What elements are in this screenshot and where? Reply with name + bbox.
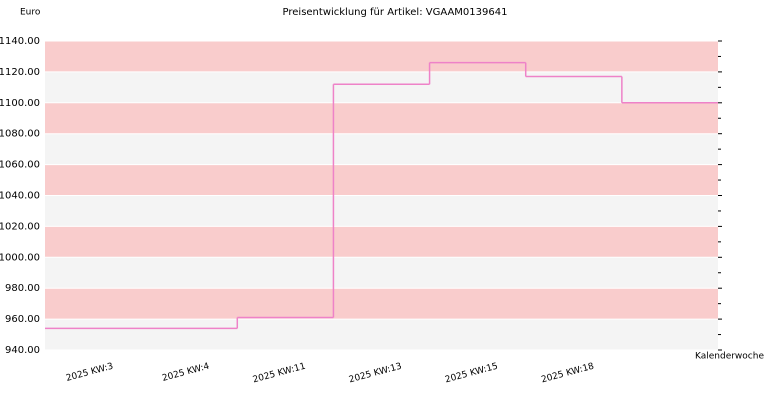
grid-band (45, 102, 718, 134)
x-axis-label: Kalenderwoche (695, 352, 764, 362)
grid-band (45, 288, 718, 320)
grid-band (45, 41, 718, 72)
chart-title: Preisentwicklung für Artikel: VGAAM01396… (283, 7, 508, 18)
y-tick-label: 1020.00 (0, 221, 40, 232)
grid-band (45, 133, 718, 165)
x-tick-label: 2025 KW:3 (65, 362, 114, 384)
x-tick-label: 2025 KW:13 (348, 362, 403, 386)
x-tick-label: 2025 KW:18 (540, 362, 595, 386)
grid-band (45, 195, 718, 227)
y-tick-label: 980.00 (5, 283, 40, 294)
grid-band (45, 164, 718, 196)
y-axis-label: Euro (20, 8, 41, 18)
y-tick-label: 960.00 (5, 314, 40, 325)
grid-band (45, 319, 718, 350)
y-tick-label: 1100.00 (0, 98, 40, 109)
y-tick-label: 940.00 (5, 345, 40, 356)
x-tick-label: 2025 KW:15 (444, 362, 499, 386)
y-tick-label: 1000.00 (0, 252, 40, 263)
y-tick-label: 1060.00 (0, 160, 40, 171)
y-tick-label: 1040.00 (0, 191, 40, 202)
y-tick-label: 1140.00 (0, 36, 40, 47)
grid-band (45, 257, 718, 289)
x-tick-label: 2025 KW:4 (161, 362, 211, 384)
y-tick-label: 1120.00 (0, 67, 40, 78)
grid-band (45, 226, 718, 258)
y-tick-label: 1080.00 (0, 129, 40, 140)
x-tick-label: 2025 KW:11 (252, 362, 307, 386)
